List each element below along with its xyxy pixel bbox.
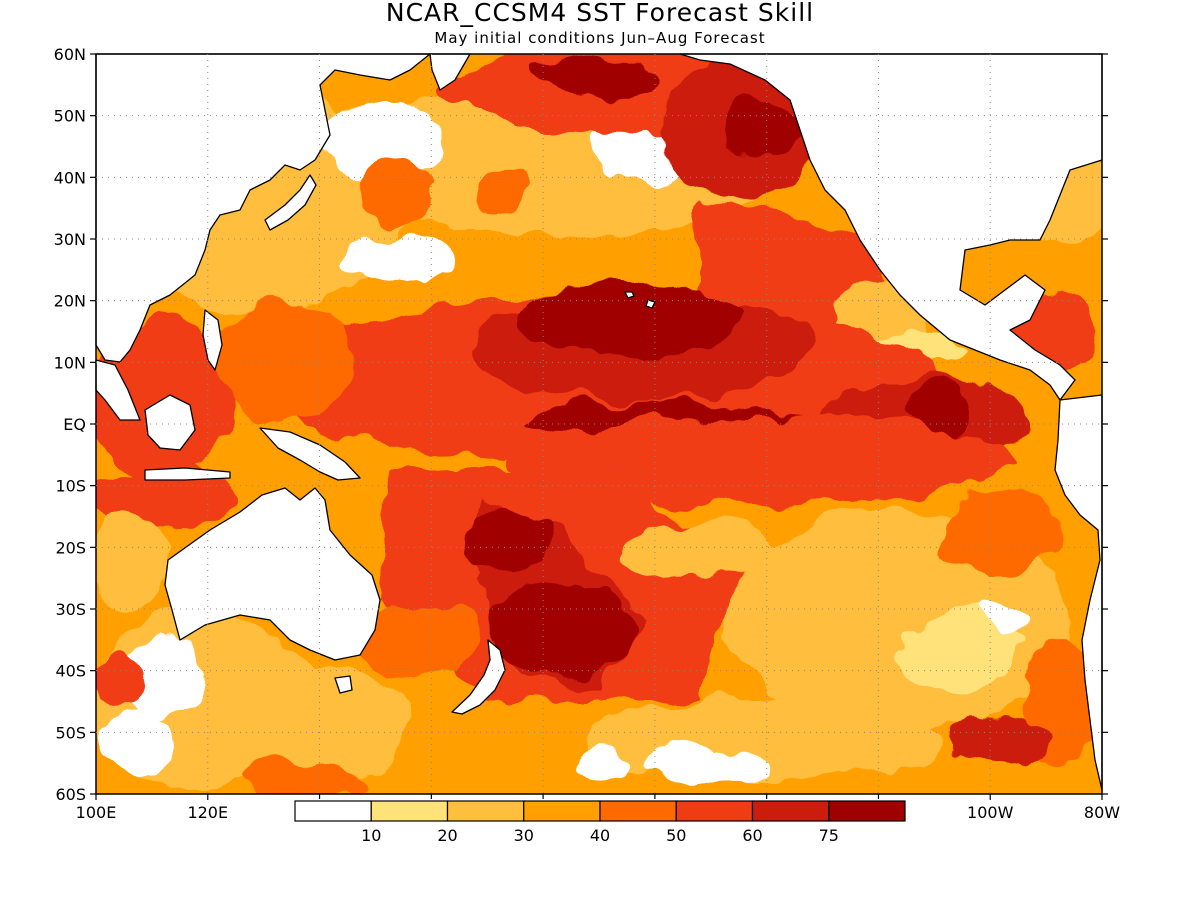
lat-label: 20N: [54, 292, 86, 311]
colorbar-swatch: [828, 800, 906, 822]
lat-label: 30N: [54, 230, 86, 249]
colorbar-label: 60: [742, 826, 762, 845]
land-masses: [95, 53, 1103, 791]
tasmania: [334, 675, 353, 694]
hawaii: [624, 291, 656, 309]
borneo: [144, 394, 196, 451]
north-america: [679, 53, 1103, 401]
colorbar-swatch: [751, 800, 830, 822]
lon-label: 100W: [967, 803, 1014, 822]
lon-label: 120E: [187, 803, 228, 822]
colorbar-swatch: [599, 800, 677, 822]
lat-label: EQ: [63, 415, 86, 434]
colorbar-label: 10: [361, 826, 381, 845]
colorbar-swatch: [675, 800, 754, 822]
lon-label: 100E: [76, 803, 117, 822]
asia-mainland: [95, 53, 431, 363]
colorbar-label: 30: [514, 826, 534, 845]
latitude-labels: 60N 50N 40N 30N 20N 10N EQ 10S 20S 30S 40S 50S 60S: [54, 45, 86, 804]
lat-label: 60S: [55, 785, 86, 804]
new-zealand: [451, 639, 506, 715]
colorbar-label: 40: [590, 826, 610, 845]
japan: [264, 174, 317, 231]
colorbar-label: 20: [437, 826, 457, 845]
lat-label: 10S: [55, 477, 86, 496]
map-subtitle: May initial conditions Jun–Aug Forecast: [434, 29, 766, 47]
skill-field: [96, 54, 1102, 794]
lat-label: 10N: [54, 353, 86, 372]
lat-label: 50S: [55, 723, 86, 742]
indochina: [95, 359, 141, 421]
lat-label: 40S: [55, 662, 86, 681]
colorbar-label: 75: [819, 826, 839, 845]
lat-label: 40N: [54, 168, 86, 187]
lat-label: 20S: [55, 538, 86, 557]
new-guinea: [259, 427, 361, 481]
lat-label: 30S: [55, 600, 86, 619]
south-america: [1054, 394, 1103, 791]
lat-label: 60N: [54, 45, 86, 64]
axis-ticks: [90, 53, 1108, 800]
map-title: NCAR_CCSM4 SST Forecast Skill: [385, 0, 815, 27]
colorbar-swatch: [446, 800, 525, 822]
lat-label: 50N: [54, 107, 86, 126]
colorbar-swatch: [523, 800, 601, 822]
longitude-labels: 100E120E1100W80W: [76, 803, 1121, 822]
colorbar: 10 20 30 40 50 60 75: [289, 799, 911, 845]
java: [144, 467, 231, 481]
lon-label: 80W: [1084, 803, 1120, 822]
australia: [164, 487, 381, 661]
colorbar-swatch: [294, 800, 372, 822]
colorbar-swatch: [370, 800, 449, 822]
colorbar-label: 50: [666, 826, 686, 845]
